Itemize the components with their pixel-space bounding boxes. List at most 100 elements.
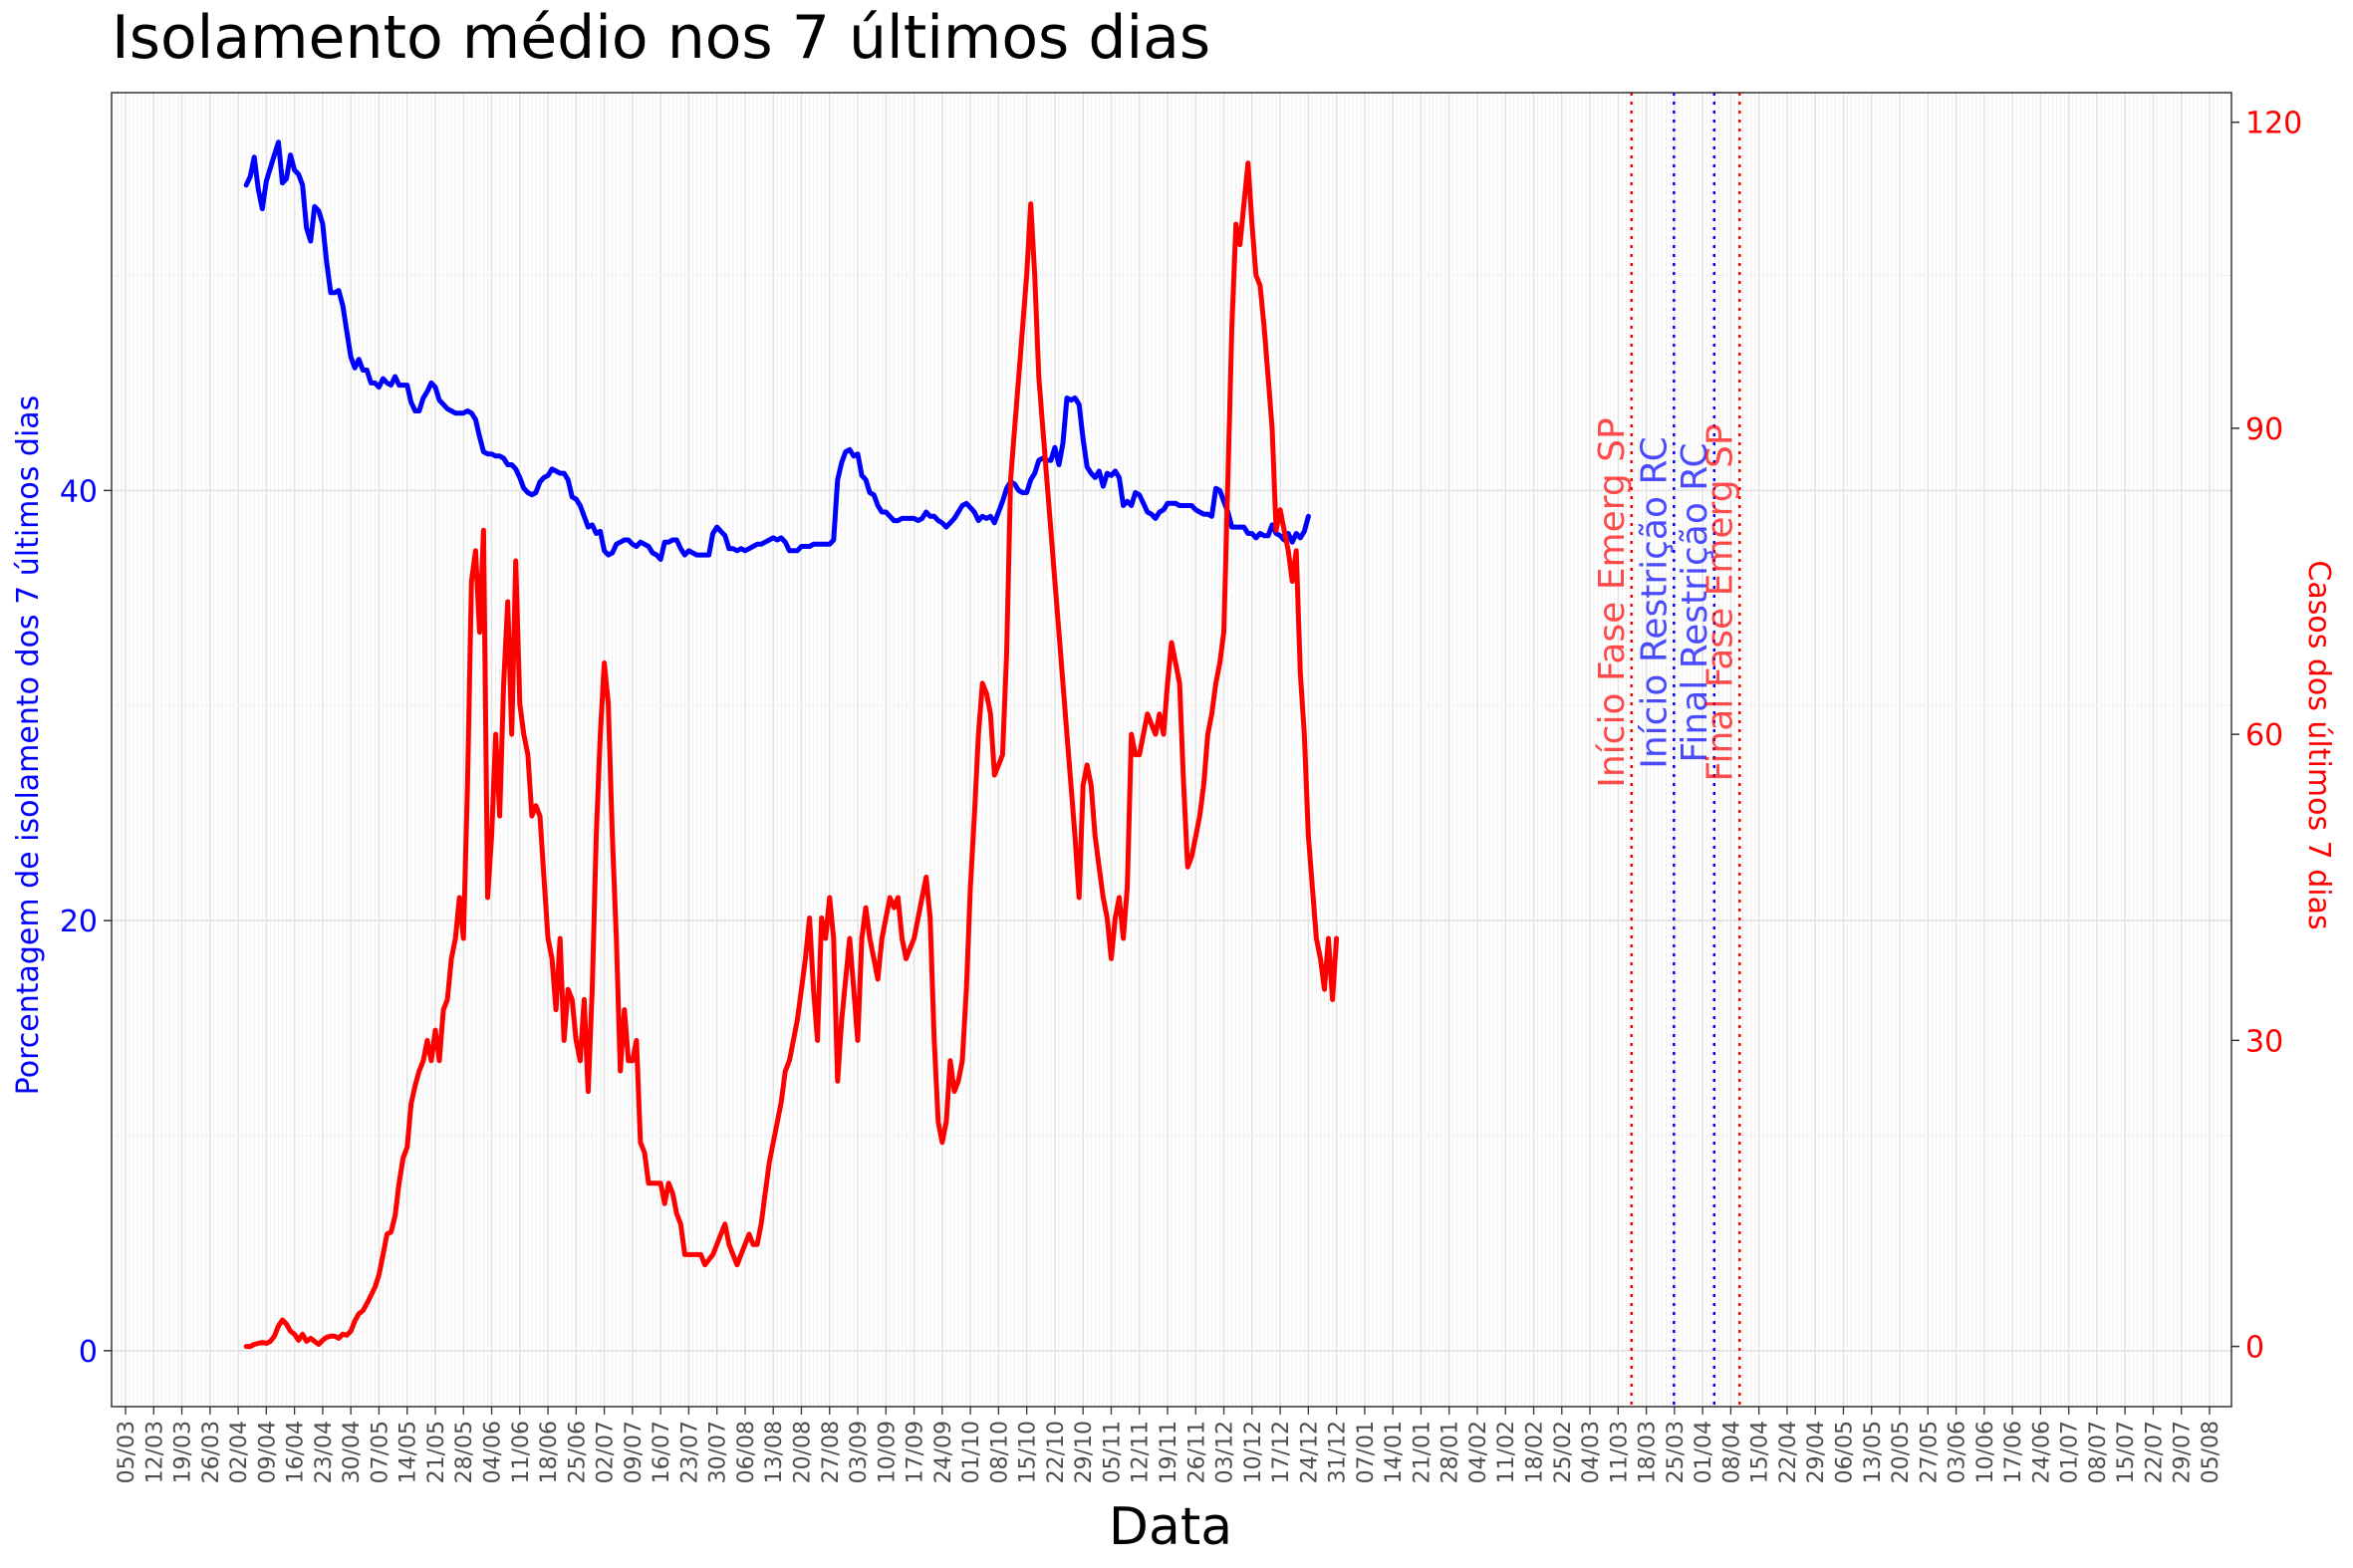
x-tick-label: 22/10: [1044, 1421, 1069, 1483]
x-tick-label: 29/04: [1804, 1421, 1829, 1483]
x-tick-label: 15/04: [1748, 1421, 1773, 1483]
x-tick-label: 30/07: [706, 1421, 731, 1483]
x-tick-label: 25/02: [1551, 1421, 1576, 1483]
y-right-tick-label: 120: [2245, 107, 2302, 141]
x-tick-label: 26/11: [1184, 1421, 1209, 1483]
x-tick-label: 27/05: [1917, 1421, 1942, 1483]
y-right-tick-label: 30: [2245, 1024, 2283, 1059]
x-tick-label: 21/01: [1410, 1421, 1435, 1483]
x-tick-label: 18/03: [1636, 1421, 1661, 1483]
reference-line-label: Início Restrição RC: [1634, 436, 1675, 769]
x-tick-label: 14/01: [1382, 1421, 1407, 1483]
x-tick-label: 26/03: [199, 1421, 224, 1483]
reference-lines: [1630, 93, 1741, 1407]
x-tick-label: 05/11: [1100, 1421, 1125, 1483]
y-right-tick-label: 90: [2245, 412, 2283, 447]
grid: [112, 93, 2231, 1407]
x-tick-label: 04/03: [1579, 1421, 1604, 1483]
x-tick-label: 09/07: [622, 1421, 647, 1483]
x-tick-label: 08/10: [987, 1421, 1012, 1483]
x-tick-label: 06/08: [734, 1421, 759, 1483]
x-tick-label: 23/04: [312, 1421, 337, 1483]
x-axis-title: Data: [1109, 1497, 1232, 1557]
x-tick-label: 29/07: [2171, 1421, 2196, 1483]
y-left-tick-label: 40: [60, 474, 98, 509]
x-tick-label: 29/10: [1072, 1421, 1097, 1483]
x-tick-label: 01/04: [1692, 1421, 1716, 1483]
x-tick-label: 12/11: [1129, 1421, 1154, 1483]
series-line-isolation: [243, 139, 1311, 562]
x-tick-label: 08/07: [2086, 1421, 2111, 1483]
x-tick-label: 18/06: [537, 1421, 562, 1483]
x-tick-label: 17/09: [904, 1421, 928, 1483]
plot-panel-border: [111, 92, 2232, 1408]
reference-line-labels: Início Fase Emerg SP Início Restrição RC F…: [1592, 417, 1741, 788]
x-tick-label: 19/11: [1157, 1421, 1181, 1483]
y-axis-left-title: Porcentagem de isolamento dos 7 últimos …: [11, 395, 46, 1096]
x-tick-label: 06/05: [1832, 1421, 1857, 1483]
x-tick-label: 21/05: [424, 1421, 449, 1483]
x-tick-label: 19/03: [171, 1421, 196, 1483]
x-tick-label: 01/10: [959, 1421, 984, 1483]
x-tick-label: 02/04: [227, 1421, 252, 1483]
x-tick-label: 28/01: [1438, 1421, 1463, 1483]
x-tick-label: 11/06: [509, 1421, 534, 1483]
x-tick-label: 22/07: [2142, 1421, 2167, 1483]
x-tick-label: 10/06: [1973, 1421, 1998, 1483]
x-tick-label: 12/03: [142, 1421, 167, 1483]
series: [243, 139, 1340, 1350]
x-tick-label: 17/06: [2001, 1421, 2026, 1483]
x-tick-label: 27/08: [819, 1421, 844, 1483]
x-tick-label: 28/05: [452, 1421, 477, 1483]
y-right-tick-label: 60: [2245, 718, 2283, 753]
x-tick-label: 03/12: [1213, 1421, 1238, 1483]
x-tick-label: 10/12: [1241, 1421, 1266, 1483]
x-tick-label: 14/05: [396, 1421, 421, 1483]
x-tick-label: 18/02: [1523, 1421, 1548, 1483]
reference-line-label: Início Fase Emerg SP: [1592, 417, 1633, 788]
x-tick-label: 30/04: [340, 1421, 365, 1483]
x-tick-label: 25/03: [1664, 1421, 1689, 1483]
x-tick-label: 11/03: [1607, 1421, 1632, 1483]
y-left-tick-label: 20: [60, 905, 98, 939]
x-tick-label: 10/09: [875, 1421, 900, 1483]
x-tick-label: 04/06: [481, 1421, 506, 1483]
chart-title: Isolamento médio nos 7 últimos dias: [112, 3, 1210, 73]
x-tick-label: 25/06: [565, 1421, 590, 1483]
x-tick-label: 24/06: [2029, 1421, 2054, 1483]
x-tick-label: 20/05: [1889, 1421, 1914, 1483]
x-tick-label: 07/05: [368, 1421, 392, 1483]
x-tick-label: 01/07: [2058, 1421, 2083, 1483]
x-tick-label: 09/04: [255, 1421, 280, 1483]
x-tick-label: 24/12: [1297, 1421, 1322, 1483]
x-tick-label: 31/12: [1326, 1421, 1351, 1483]
y-left-tick-label: 0: [79, 1335, 98, 1370]
x-tick-label: 23/07: [677, 1421, 702, 1483]
x-tick-label: 16/04: [284, 1421, 309, 1483]
x-tick-label: 13/05: [1861, 1421, 1886, 1483]
x-tick-label: 13/08: [762, 1421, 787, 1483]
reference-line-label: Final Fase Emerg SP: [1699, 423, 1740, 781]
x-tick-label: 05/03: [115, 1421, 139, 1483]
x-tick-label: 08/04: [1719, 1421, 1744, 1483]
axes: 0 20 40 0 30 60 90 120 05/03 12/03 19/03 26/03 02/04…: [60, 107, 2302, 1484]
series-line-cases: [243, 160, 1340, 1350]
x-tick-label: 05/08: [2199, 1421, 2223, 1483]
x-tick-label: 15/10: [1016, 1421, 1041, 1483]
reference-line-label: Final Restrição RC: [1675, 442, 1715, 762]
x-tick-label: 07/01: [1354, 1421, 1379, 1483]
x-tick-label: 16/07: [650, 1421, 674, 1483]
x-tick-label: 02/07: [594, 1421, 619, 1483]
x-tick-label: 20/08: [790, 1421, 815, 1483]
x-tick-label: 11/02: [1494, 1421, 1519, 1483]
x-tick-label: 03/06: [1946, 1421, 1970, 1483]
x-tick-label: 03/09: [847, 1421, 872, 1483]
x-tick-label: 17/12: [1269, 1421, 1294, 1483]
x-tick-label: 15/07: [2114, 1421, 2139, 1483]
x-tick-label: 22/04: [1776, 1421, 1801, 1483]
x-tick-label: 04/02: [1466, 1421, 1491, 1483]
x-tick-label: 24/09: [931, 1421, 956, 1483]
y-axis-right-title: Casos dos últimos 7 dias: [2301, 560, 2336, 929]
y-right-tick-label: 0: [2245, 1331, 2264, 1366]
